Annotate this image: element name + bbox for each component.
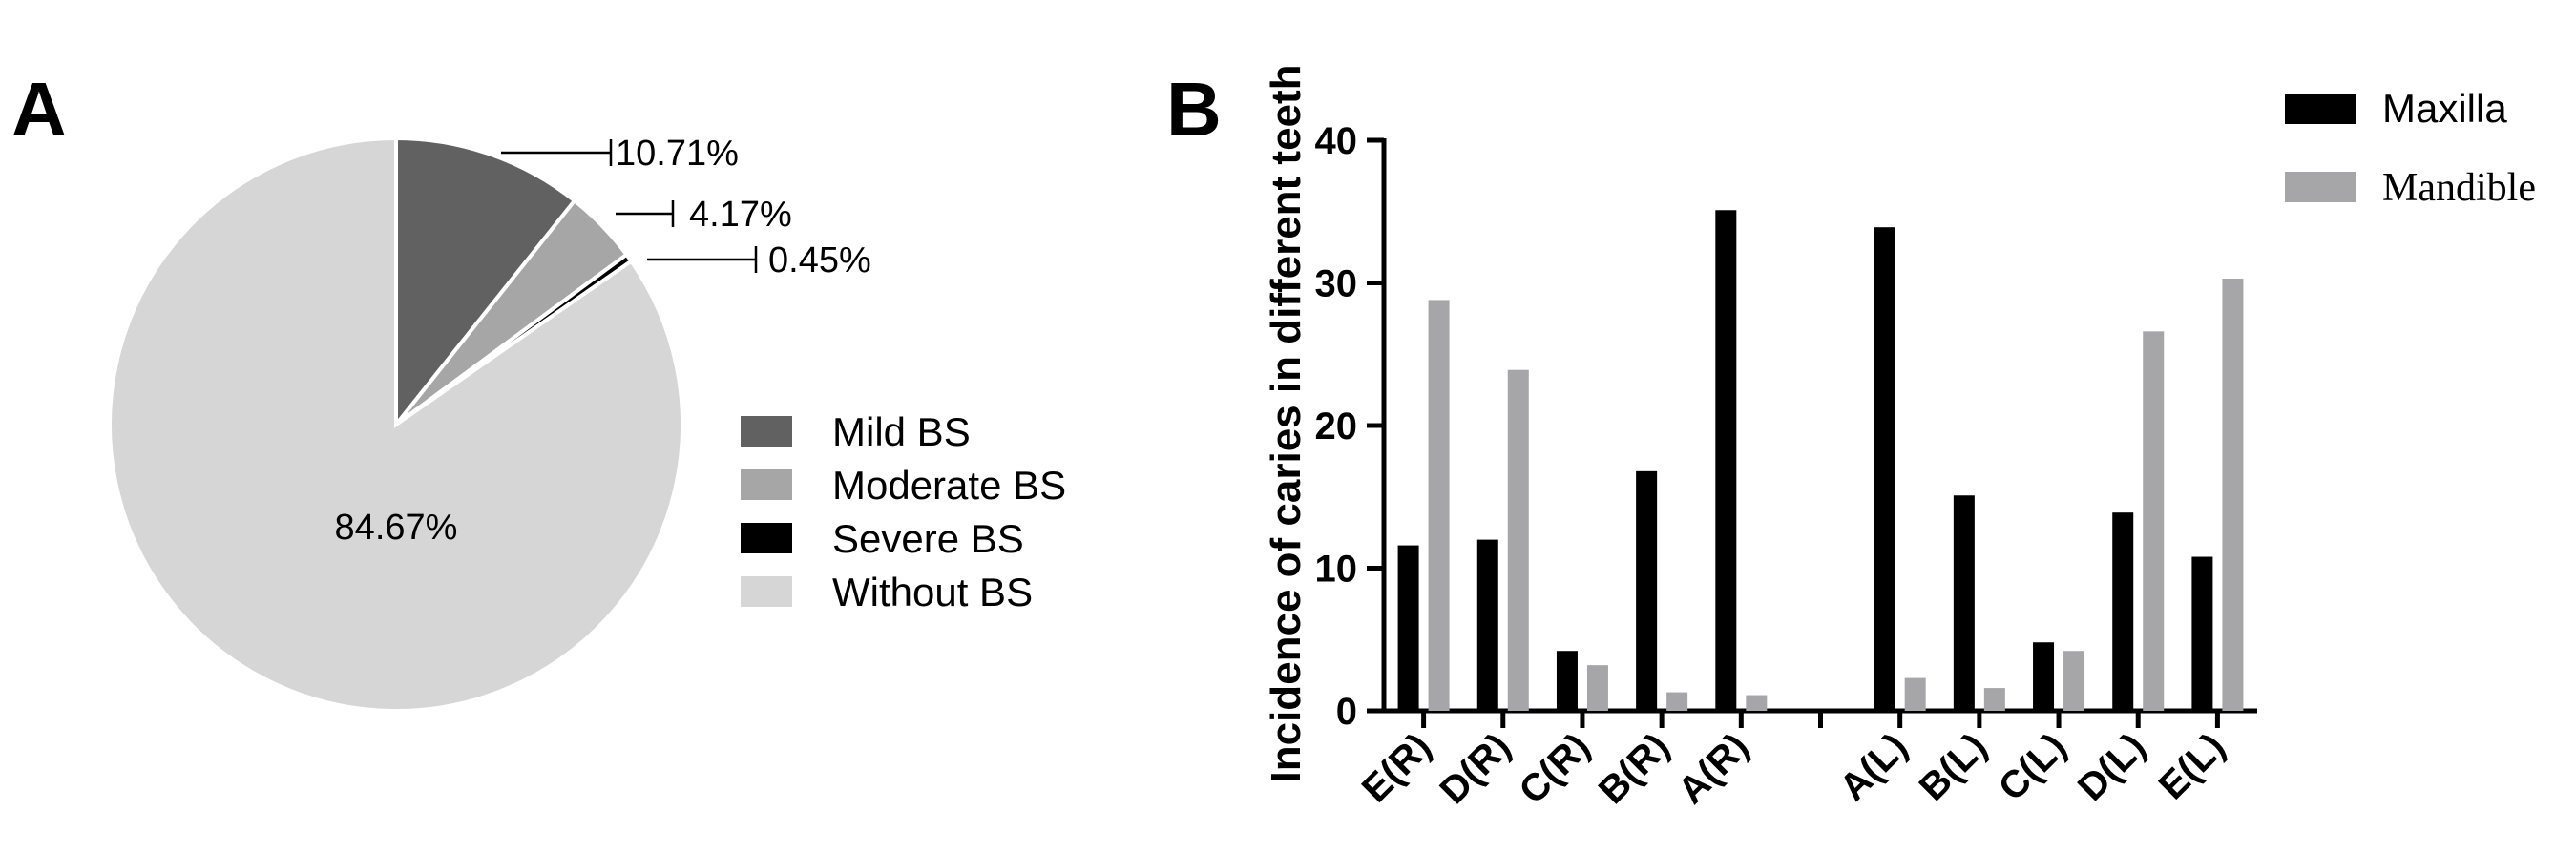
slice-label: 10.71% bbox=[616, 134, 739, 174]
legend-label: Moderate BS bbox=[832, 463, 1066, 508]
panel-a-label: A bbox=[11, 67, 67, 152]
x-tick-label: A(R) bbox=[1670, 725, 1757, 812]
bar-mandible-e(r) bbox=[1428, 300, 1450, 711]
x-tick-label: A(L) bbox=[1832, 725, 1916, 809]
bar-mandible-b(l) bbox=[1983, 688, 2005, 711]
x-tick-label: D(R) bbox=[1432, 725, 1518, 812]
bar-mandible-c(l) bbox=[2063, 651, 2085, 711]
y-tick-label: 10 bbox=[1315, 549, 1358, 591]
x-tick-label: C(L) bbox=[1991, 725, 2075, 809]
legend-label: Without BS bbox=[832, 570, 1033, 614]
legend-swatch bbox=[741, 523, 792, 553]
bar-maxilla-e(r) bbox=[1397, 545, 1419, 711]
x-tick-label: C(R) bbox=[1512, 725, 1599, 812]
bar-maxilla-d(r) bbox=[1476, 539, 1498, 711]
x-tick-label: B(R) bbox=[1591, 725, 1678, 812]
bar-maxilla-c(l) bbox=[2033, 642, 2055, 711]
bar-legend: Maxilla Mandible bbox=[2285, 86, 2536, 210]
bar-mandible-a(l) bbox=[1904, 677, 1926, 711]
bar-maxilla-b(r) bbox=[1636, 470, 1658, 711]
legend-swatch bbox=[741, 576, 792, 607]
pie-chart: 10.71% 4.17% 0.45% 84.67% bbox=[108, 134, 871, 713]
y-tick-label: 40 bbox=[1315, 120, 1358, 162]
pie-slice-mild-bs bbox=[394, 135, 577, 430]
slice-label: 4.17% bbox=[689, 195, 792, 235]
bar-maxilla-d(l) bbox=[2112, 512, 2134, 711]
legend-swatch bbox=[2285, 94, 2356, 124]
bar-maxilla-e(l) bbox=[2191, 556, 2213, 711]
legend-label: Mandible bbox=[2382, 166, 2536, 210]
x-tick-label: B(L) bbox=[1912, 725, 1996, 809]
x-tick-label: D(L) bbox=[2070, 725, 2154, 809]
legend-swatch bbox=[741, 416, 792, 447]
bar-mandible-d(r) bbox=[1507, 369, 1529, 711]
legend-label: Severe BS bbox=[832, 516, 1024, 561]
y-tick-label: 0 bbox=[1336, 691, 1357, 733]
pie-slice-without-bs bbox=[108, 135, 684, 713]
legend-swatch bbox=[2285, 172, 2356, 202]
bar-maxilla-b(l) bbox=[1953, 495, 1975, 711]
y-axis-title: Incidence of caries in different teeth bbox=[1263, 64, 1309, 782]
bar-mandible-d(l) bbox=[2143, 331, 2165, 711]
bar-maxilla-c(r) bbox=[1556, 651, 1578, 711]
x-tick-label: E(R) bbox=[1354, 725, 1439, 810]
pie-legend: Mild BS Moderate BS Severe BS Without BS bbox=[741, 409, 1066, 614]
slice-label: 0.45% bbox=[768, 240, 871, 281]
legend-label: Mild BS bbox=[832, 409, 971, 454]
y-tick-label: 30 bbox=[1315, 263, 1358, 305]
bar-mandible-c(r) bbox=[1586, 665, 1608, 711]
slice-label: 84.67% bbox=[335, 508, 458, 548]
y-tick-label: 20 bbox=[1315, 406, 1358, 447]
bar-maxilla-a(r) bbox=[1715, 210, 1737, 711]
bar-maxilla-a(l) bbox=[1874, 227, 1895, 711]
x-tick-label: E(L) bbox=[2151, 725, 2233, 807]
bar-mandible-a(r) bbox=[1746, 695, 1768, 711]
bar-mandible-b(r) bbox=[1666, 692, 1688, 711]
panel-b-label: B bbox=[1166, 67, 1222, 152]
legend-swatch bbox=[741, 469, 792, 500]
legend-label: Maxilla bbox=[2382, 86, 2507, 131]
bar-mandible-e(l) bbox=[2222, 279, 2244, 711]
bar-chart: 0 10 20 30 40 E(R)D(R)C(R)B(R)A(R) A(L)B(L)C(L… bbox=[1263, 64, 2257, 812]
